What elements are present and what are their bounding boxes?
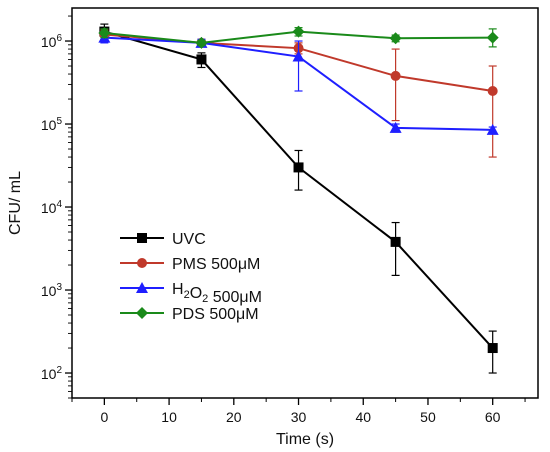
legend-label: UVC xyxy=(172,231,206,248)
y-tick-exponent: 2 xyxy=(56,365,62,376)
axis-ticks xyxy=(65,15,526,405)
y-tick-label: 104 xyxy=(41,199,63,216)
legend-text-part: PMS 500μM xyxy=(172,256,260,273)
legend-text-part: UVC xyxy=(172,231,206,248)
x-axis-label: Time (s) xyxy=(276,431,334,448)
data-point xyxy=(390,236,401,247)
data-point xyxy=(389,121,402,133)
x-tick-label: 20 xyxy=(226,409,242,425)
legend-marker xyxy=(136,307,148,319)
y-tick-label: 102 xyxy=(41,365,63,382)
tick-labels: 0 10 20 30 40 50 60 102 103 104 105 106 xyxy=(41,33,501,425)
data-point xyxy=(487,343,498,354)
legend-text-part: 500μM xyxy=(208,289,262,306)
y-tick-exponent: 6 xyxy=(56,33,62,44)
x-tick-label: 60 xyxy=(485,409,501,425)
data-point xyxy=(98,26,111,39)
legend-label: H2O2 500μM xyxy=(172,281,262,306)
legend-text-part: O xyxy=(190,285,202,302)
y-tick-exponent: 3 xyxy=(56,282,62,293)
data-point xyxy=(486,123,499,135)
y-tick-label: 103 xyxy=(41,282,63,299)
series-group xyxy=(99,23,498,374)
legend-subscript: 2 xyxy=(202,293,208,305)
legend-marker xyxy=(137,258,147,268)
legend-text-part: H xyxy=(172,281,184,298)
y-tick-exponent: 5 xyxy=(56,116,62,127)
data-point xyxy=(292,50,305,62)
legend-text-part: PDS 500μM xyxy=(172,306,259,323)
legend-marker xyxy=(136,282,148,293)
data-point xyxy=(293,162,304,173)
data-point xyxy=(487,85,498,96)
legend-marker xyxy=(137,233,147,243)
data-point xyxy=(292,25,305,38)
series-group xyxy=(98,25,499,49)
y-tick-exponent: 4 xyxy=(56,199,62,210)
plot-area-frame xyxy=(71,7,539,399)
legend-label: PDS 500μM xyxy=(172,306,259,323)
data-point xyxy=(486,31,499,44)
x-tick-label: 30 xyxy=(291,409,307,425)
y-axis-label: CFU/ mL xyxy=(7,171,24,235)
legend-label: PMS 500μM xyxy=(172,256,260,273)
x-tick-label: 50 xyxy=(420,409,436,425)
x-tick-label: 40 xyxy=(355,409,371,425)
x-tick-label: 0 xyxy=(100,409,108,425)
x-tick-label: 10 xyxy=(161,409,177,425)
data-point xyxy=(389,32,402,45)
series-layer xyxy=(98,23,499,374)
data-point xyxy=(196,54,207,65)
data-point xyxy=(195,36,208,49)
y-tick-label: 105 xyxy=(41,116,63,133)
data-point xyxy=(390,70,401,81)
legend-subscript: 2 xyxy=(184,289,190,301)
y-tick-label: 106 xyxy=(41,33,63,50)
